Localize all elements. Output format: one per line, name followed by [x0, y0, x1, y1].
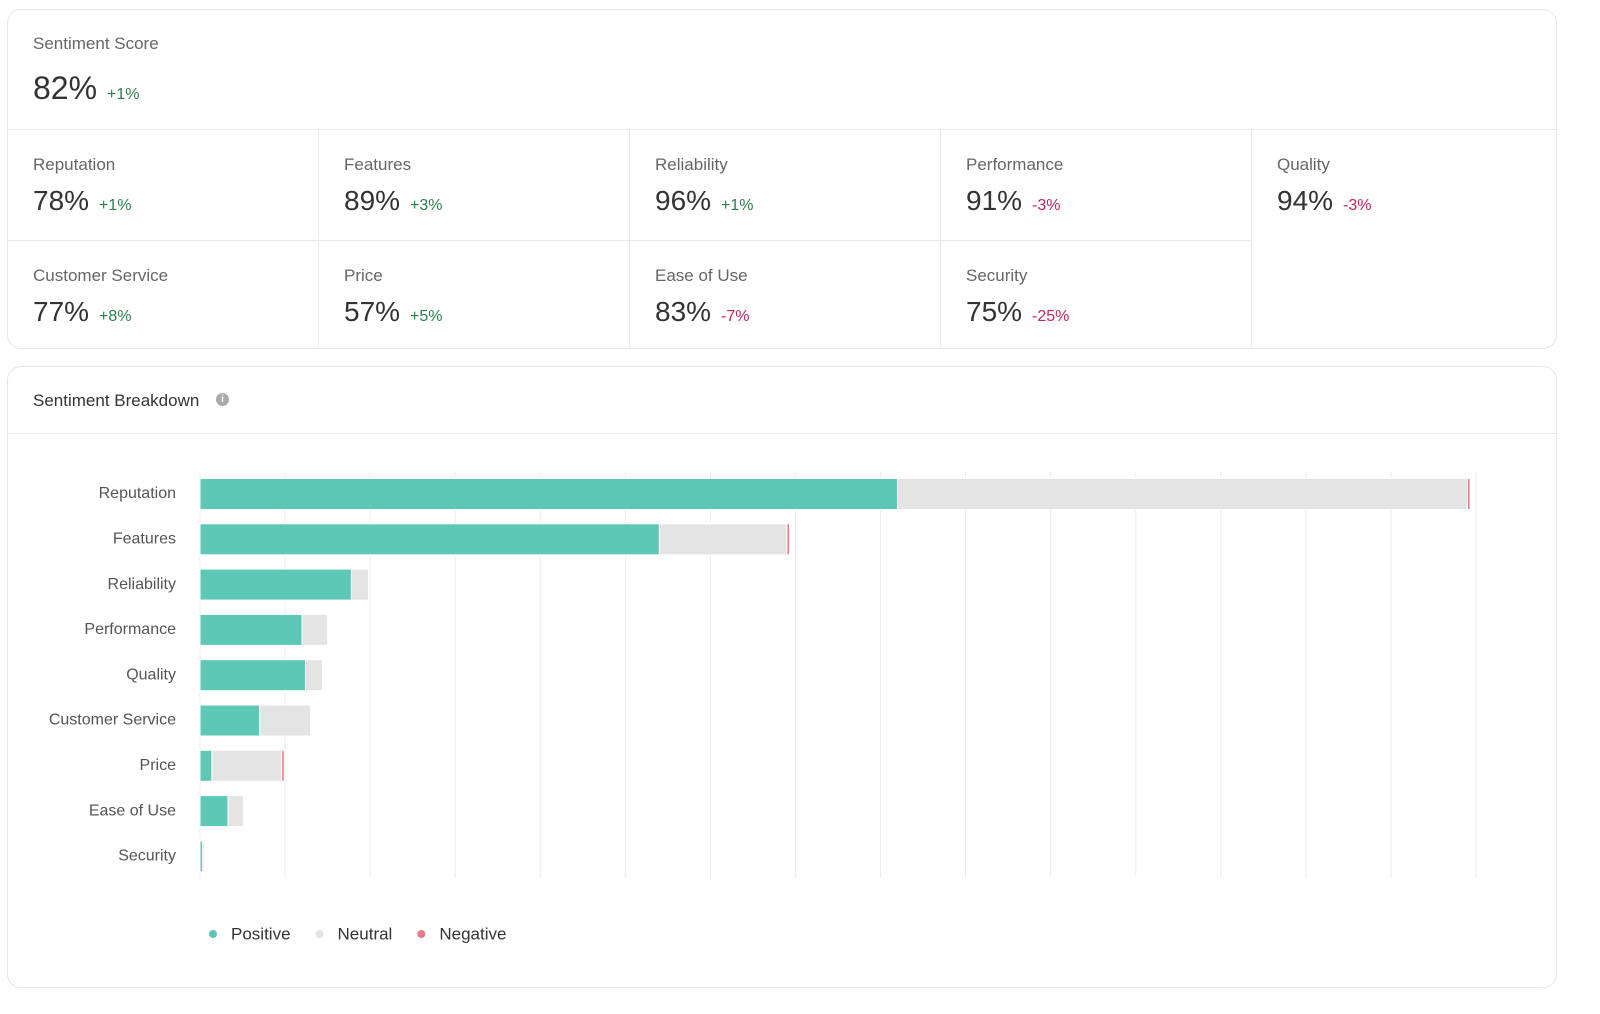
- metric-number: 77%: [33, 296, 90, 327]
- metric-value: 83% -7%: [655, 296, 750, 328]
- metric-cell: Reliability 96% +1%: [630, 129, 941, 239]
- breakdown-card: Sentiment Breakdown i Reputation Features…: [7, 366, 1557, 988]
- metric-cell: Reputation 78% +1%: [8, 129, 319, 239]
- metric-value: 94% -3%: [1277, 185, 1372, 217]
- category-label: Security: [118, 848, 176, 865]
- metric-label: Price: [344, 266, 383, 285]
- metric-label: Performance: [966, 155, 1064, 174]
- metric-value: 77% +8%: [33, 296, 132, 328]
- bar-segment: [199, 795, 229, 828]
- bar-segment: [304, 659, 323, 692]
- category-label: Price: [140, 757, 177, 774]
- metric-cell: Features 89% +3%: [319, 129, 630, 239]
- bar-segment: [199, 704, 261, 737]
- bar-segment: [1466, 478, 1471, 510]
- metric-number: 83%: [655, 296, 712, 327]
- score-change: +1%: [107, 86, 140, 103]
- metric-change: -3%: [1032, 197, 1061, 214]
- metric-label: Ease of Use: [655, 266, 748, 285]
- bar-segment: [202, 840, 205, 873]
- legend-label: Positive: [231, 924, 291, 943]
- breakdown-header: Sentiment Breakdown i: [8, 367, 1556, 434]
- bar-segment: [199, 749, 213, 782]
- metric-change: -25%: [1032, 308, 1070, 325]
- score-number: 82%: [33, 70, 98, 106]
- metric-number: 75%: [966, 296, 1023, 327]
- bar-segment: [211, 749, 283, 782]
- metric-change: -7%: [721, 308, 750, 325]
- metric-change: +1%: [721, 197, 754, 214]
- bar-segment: [259, 704, 312, 737]
- score-card: Sentiment Score 82% +1% Reputation 78% +1% F…: [7, 9, 1557, 349]
- legend-label: Neutral: [338, 924, 393, 943]
- metric-cell: Security 75% -25%: [941, 240, 1252, 348]
- metric-cell: Performance 91% -3%: [941, 129, 1252, 239]
- legend-dot: [209, 930, 217, 938]
- legend-dot: [315, 930, 324, 938]
- bar-segment: [199, 659, 306, 692]
- metric-label: Security: [966, 266, 1028, 285]
- score-value: 82% +1%: [33, 70, 140, 107]
- score-title: Sentiment Score: [33, 34, 159, 53]
- info-icon[interactable]: i: [216, 393, 229, 406]
- metric-value: 91% -3%: [966, 185, 1061, 217]
- metric-change: +3%: [410, 197, 443, 214]
- chart-title: Sentiment Breakdown: [33, 391, 200, 410]
- metric-label: Quality: [1277, 155, 1330, 174]
- bar-segment: [281, 749, 285, 782]
- metric-cell: Ease of Use 83% -7%: [630, 240, 941, 348]
- bar-segment: [199, 568, 352, 601]
- metric-label: Customer Service: [33, 266, 169, 285]
- metric-change: +5%: [410, 308, 443, 325]
- metric-value: 78% +1%: [33, 185, 132, 217]
- metric-label: Reliability: [655, 155, 728, 174]
- metric-value: 89% +3%: [344, 185, 443, 217]
- metric-label: Features: [344, 155, 412, 174]
- metric-change: +8%: [99, 308, 132, 325]
- metric-number: 78%: [33, 185, 90, 216]
- metric-label: Reputation: [33, 155, 116, 174]
- metric-value: 96% +1%: [655, 185, 754, 217]
- category-label: Features: [113, 531, 176, 548]
- bar-segment: [350, 568, 369, 601]
- bar-segment: [658, 523, 788, 556]
- bar-segment: [227, 795, 244, 828]
- metric-number: 94%: [1277, 185, 1334, 216]
- metric-cell: Quality 94% -3%: [1252, 129, 1556, 239]
- bar-segment: [301, 613, 329, 646]
- bar-segment: [199, 523, 660, 556]
- category-label: Customer Service: [49, 712, 176, 729]
- metric-number: 96%: [655, 185, 712, 216]
- legend-label: Negative: [439, 924, 506, 943]
- metric-number: 57%: [344, 296, 401, 327]
- category-label: Reputation: [99, 485, 176, 502]
- bar-segment: [199, 613, 303, 646]
- category-label: Ease of Use: [89, 802, 176, 819]
- bar-segment: [897, 478, 1468, 510]
- metric-cell: Price 57% +5%: [319, 240, 630, 348]
- category-label: Quality: [126, 666, 176, 683]
- category-label: Performance: [84, 621, 176, 638]
- chart: Reputation Features Reliability Performance…: [49, 471, 1477, 943]
- metric-value: 57% +5%: [344, 296, 443, 328]
- category-label: Reliability: [108, 576, 176, 593]
- legend-dot: [417, 930, 426, 938]
- metric-change: +1%: [99, 197, 132, 214]
- metric-change: -3%: [1343, 197, 1372, 214]
- bar-segment: [199, 478, 899, 510]
- bar-segment: [786, 523, 791, 556]
- metric-cell: Customer Service 77% +8%: [8, 240, 319, 348]
- metric-value: 75% -25%: [966, 296, 1069, 328]
- metric-number: 91%: [966, 185, 1023, 216]
- metric-number: 89%: [344, 185, 401, 216]
